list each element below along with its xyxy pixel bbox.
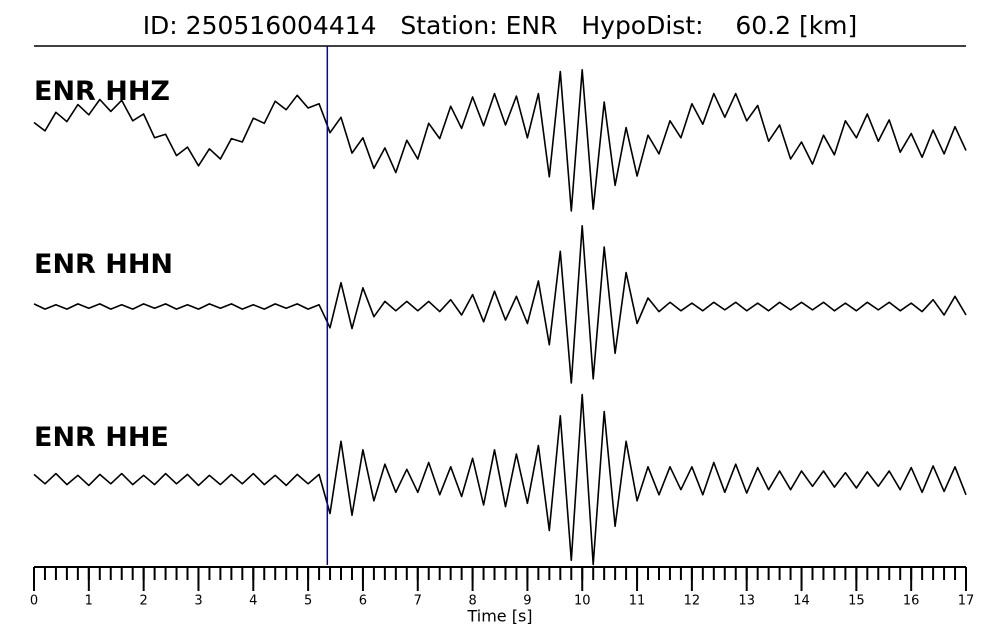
x-tick-label: 10 [574, 594, 591, 609]
chart-title: ID: 250516004414 Station: ENR HypoDist: … [143, 11, 858, 40]
x-tick-label: 12 [684, 594, 701, 609]
x-axis-label: Time [s] [466, 607, 532, 626]
x-tick-label: 16 [903, 594, 920, 609]
x-tick-label: 3 [194, 594, 202, 609]
x-tick-label: 7 [414, 594, 422, 609]
x-tick-label: 9 [523, 594, 531, 609]
trace-name: ENR HHE [34, 422, 169, 453]
x-tick-label: 8 [468, 594, 476, 609]
x-tick-label: 4 [249, 594, 257, 609]
x-tick-label: 15 [848, 594, 865, 609]
waveform [33, 393, 967, 566]
x-tick-label: 5 [304, 594, 312, 609]
x-tick-label: 1 [85, 594, 93, 609]
x-tick-label: 11 [629, 594, 646, 609]
waveform [33, 69, 967, 212]
x-tick-label: 0 [30, 594, 38, 609]
x-tick-label: 13 [738, 594, 755, 609]
x-tick-label: 2 [140, 594, 148, 609]
x-tick-label: 17 [958, 594, 975, 609]
x-tick-label: 14 [793, 594, 810, 609]
x-tick-label: 6 [359, 594, 367, 609]
waveform [33, 225, 967, 384]
trace-name: ENR HHN [34, 249, 173, 280]
